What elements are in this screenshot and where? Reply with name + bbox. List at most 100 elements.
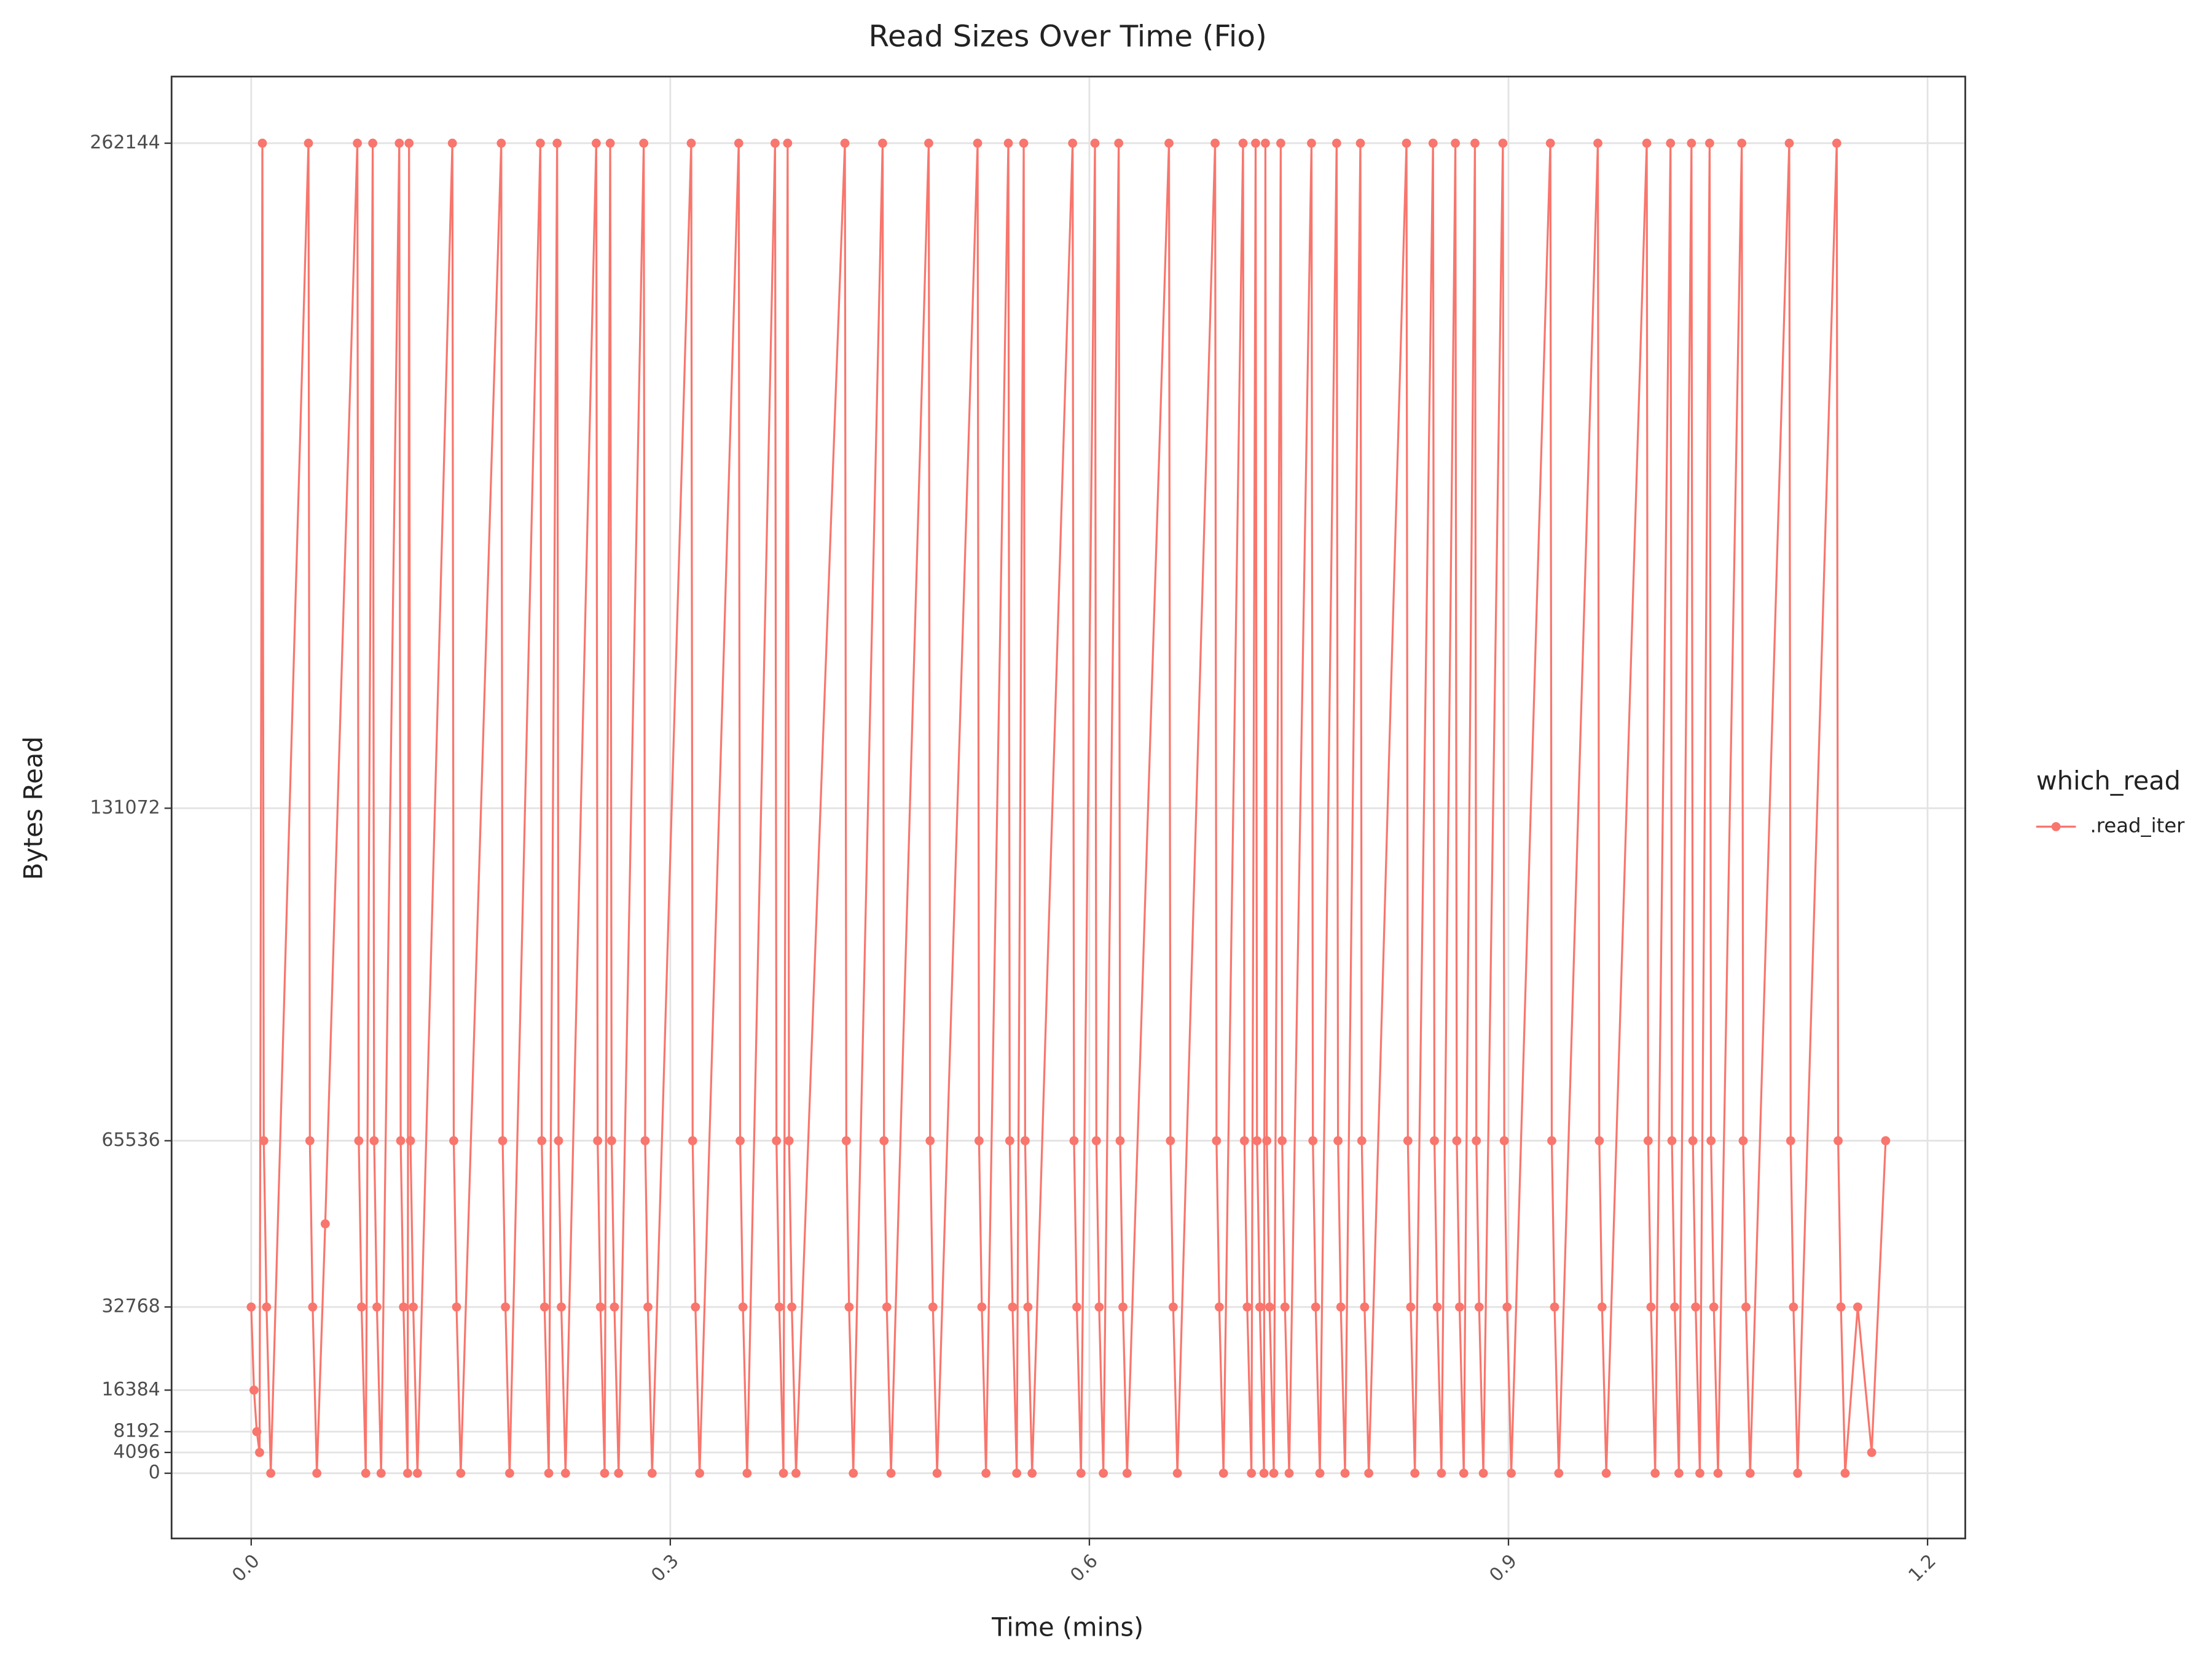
data-point: [1020, 1136, 1030, 1145]
data-point: [1430, 1136, 1439, 1145]
data-point: [1003, 138, 1013, 148]
data-point: [246, 1302, 256, 1312]
data-point: [1269, 1469, 1279, 1478]
data-point: [1670, 1302, 1679, 1312]
data-point: [1646, 1302, 1656, 1312]
data-point: [394, 138, 404, 148]
data-point: [1550, 1302, 1559, 1312]
data-point: [1255, 1302, 1265, 1312]
data-point: [1713, 1469, 1723, 1478]
data-point: [595, 1302, 605, 1312]
data-point: [691, 1302, 700, 1312]
data-point: [1357, 1136, 1367, 1145]
data-point: [886, 1469, 896, 1478]
data-point: [734, 138, 743, 148]
data-point: [1706, 1136, 1716, 1145]
data-point: [1470, 138, 1480, 148]
data-point: [735, 1136, 745, 1145]
data-point: [404, 138, 414, 148]
data-point: [1340, 1469, 1350, 1478]
data-point: [878, 138, 887, 148]
data-point: [544, 1469, 554, 1478]
data-point: [1012, 1469, 1022, 1478]
data-point: [774, 1302, 784, 1312]
y-axis-title: Bytes Read: [18, 736, 49, 880]
data-point: [259, 1136, 269, 1145]
data-point: [1737, 138, 1747, 148]
data-point: [784, 1136, 794, 1145]
data-point: [1280, 1302, 1290, 1312]
data-point: [1594, 1136, 1604, 1145]
data-point: [1428, 138, 1438, 148]
data-point: [772, 1136, 782, 1145]
data-point: [686, 138, 696, 148]
y-tick-label: 8192: [113, 1421, 160, 1442]
data-point: [369, 1136, 379, 1145]
legend-marker: [2051, 822, 2061, 831]
data-point: [537, 1136, 547, 1145]
data-point: [262, 1302, 272, 1312]
data-point: [1072, 1302, 1081, 1312]
data-point: [1478, 1469, 1488, 1478]
data-point: [1499, 1136, 1509, 1145]
data-point: [1308, 1136, 1318, 1145]
y-tick-label: 16384: [101, 1379, 160, 1400]
data-point: [1068, 138, 1078, 148]
data-point: [1023, 1302, 1033, 1312]
data-point: [1688, 1136, 1698, 1145]
data-point: [1705, 138, 1714, 148]
data-point: [1069, 1136, 1079, 1145]
data-point: [320, 1219, 330, 1229]
data-point: [1247, 1469, 1257, 1478]
data-point: [974, 1136, 984, 1145]
data-point: [1122, 1469, 1132, 1478]
data-point: [1360, 1302, 1370, 1312]
data-point: [447, 138, 457, 148]
data-point: [496, 138, 506, 148]
data-point: [1099, 1469, 1108, 1478]
data-point: [1455, 1302, 1464, 1312]
data-point: [1666, 138, 1676, 148]
data-point: [452, 1302, 461, 1312]
data-point: [605, 138, 615, 148]
data-point: [308, 1302, 318, 1312]
y-tick-label: 65536: [101, 1129, 160, 1151]
data-point: [1786, 1136, 1795, 1145]
data-point: [1238, 138, 1248, 148]
data-point: [779, 1469, 788, 1478]
chart-title: Read Sizes Over Time (Fio): [868, 19, 1266, 53]
data-point: [255, 1448, 264, 1457]
data-point: [552, 138, 562, 148]
y-tick-label: 262144: [90, 132, 160, 154]
data-point: [643, 1302, 653, 1312]
data-point: [403, 1469, 412, 1478]
data-point: [1251, 138, 1260, 148]
data-point: [1090, 138, 1100, 148]
data-point: [1832, 138, 1841, 148]
data-point: [840, 138, 850, 148]
data-point: [1597, 1302, 1607, 1312]
data-point: [1076, 1469, 1086, 1478]
data-point: [787, 1302, 797, 1312]
data-point: [1166, 1136, 1175, 1145]
data-point: [368, 138, 378, 148]
data-point: [1554, 1469, 1564, 1478]
data-point: [844, 1302, 854, 1312]
data-point: [1265, 1302, 1274, 1312]
data-point: [928, 1302, 938, 1312]
legend-title: which_read: [2036, 766, 2181, 796]
data-point: [1262, 1136, 1272, 1145]
data-point: [1667, 1136, 1677, 1145]
data-point: [1402, 138, 1411, 148]
data-point: [1709, 1302, 1719, 1312]
data-point: [312, 1469, 322, 1478]
data-point: [1355, 138, 1365, 148]
data-point: [688, 1136, 697, 1145]
data-point: [257, 138, 267, 148]
data-point: [640, 1136, 650, 1145]
data-point: [354, 1136, 364, 1145]
data-point: [879, 1136, 889, 1145]
data-point: [1239, 1136, 1249, 1145]
